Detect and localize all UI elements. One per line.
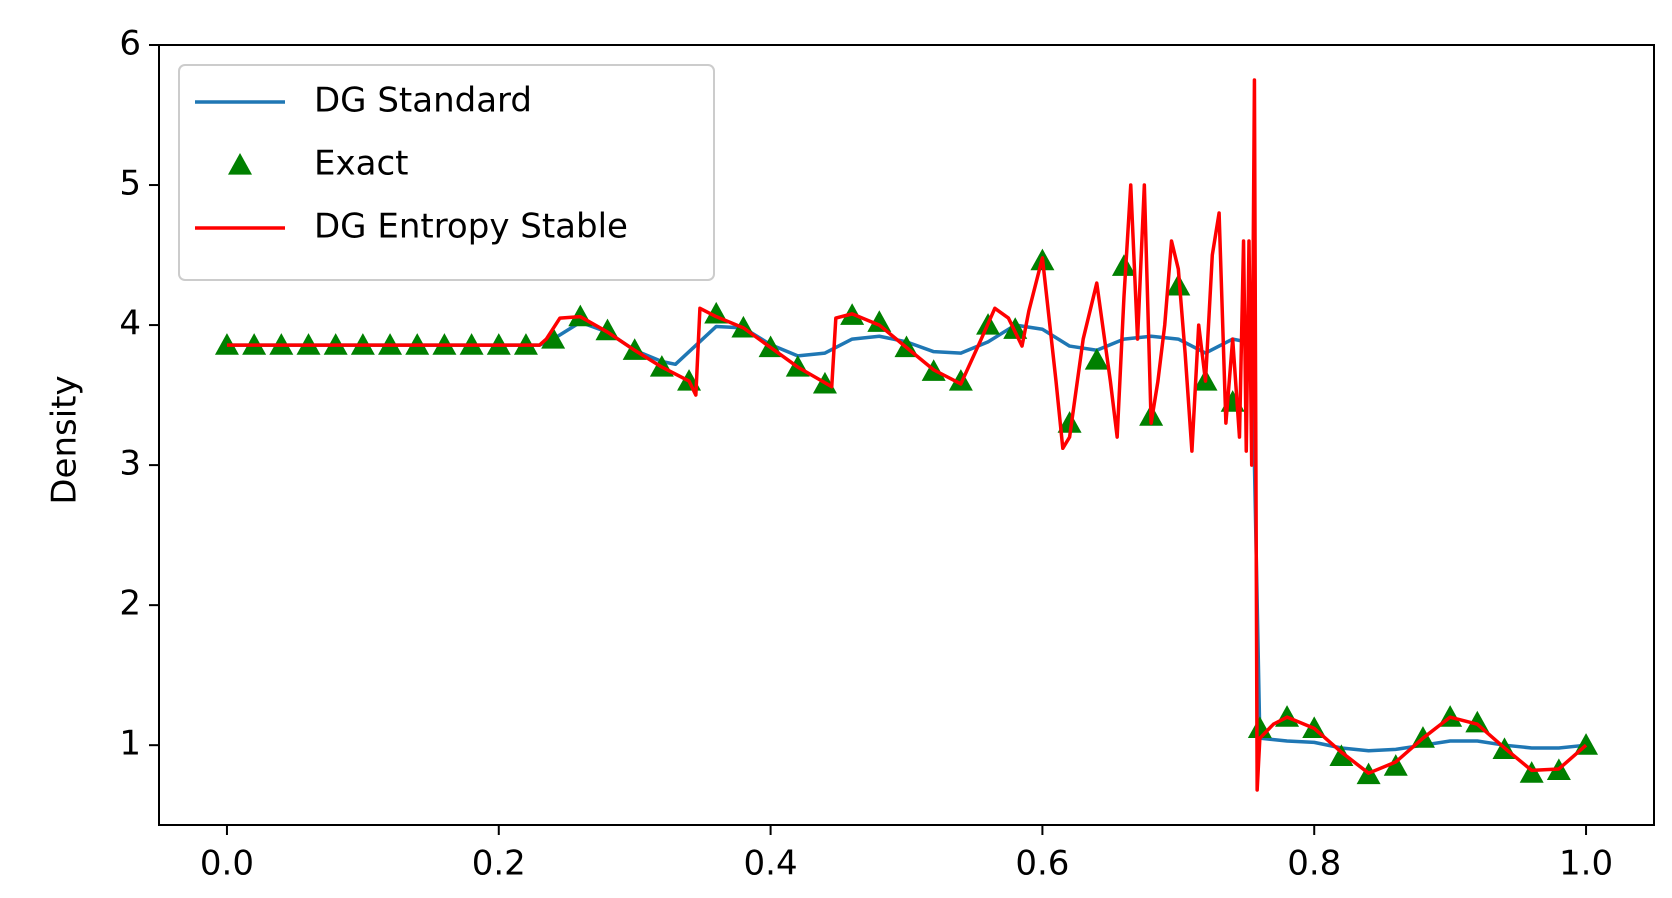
- y-tick-label: 4: [119, 304, 141, 344]
- y-tick-label: 5: [119, 164, 141, 204]
- x-tick-label: 1.0: [1559, 844, 1613, 884]
- data-point: [1329, 744, 1354, 766]
- data-point: [541, 327, 566, 349]
- series-line: [226, 320, 1587, 753]
- data-point: [1111, 254, 1136, 276]
- y-axis-label: Density: [45, 375, 85, 504]
- data-point: [1465, 710, 1490, 733]
- legend-label: DG Entropy Stable: [314, 207, 628, 247]
- x-tick-label: 0.4: [744, 844, 798, 884]
- legend-marker: [228, 153, 252, 175]
- y-tick-label: 1: [119, 724, 141, 764]
- data-point: [1057, 411, 1082, 433]
- x-tick-label: 0.8: [1287, 844, 1341, 884]
- legend: DG Standard Exact DG Entropy Stable: [178, 64, 715, 281]
- x-tick-label: 0.2: [472, 844, 526, 884]
- data-point: [1383, 754, 1408, 776]
- y-tick-label: 2: [119, 584, 141, 624]
- legend-frame: [178, 64, 715, 281]
- x-tick-label: 0.0: [200, 844, 254, 884]
- data-point: [867, 310, 892, 332]
- legend-label: DG Standard: [314, 81, 532, 121]
- x-tick-label: 0.6: [1015, 844, 1069, 884]
- legend-label: Exact: [314, 144, 408, 184]
- plot-frame: [158, 44, 1655, 826]
- y-tick-label: 6: [119, 24, 141, 64]
- y-tick-label: 3: [119, 444, 141, 484]
- data-point: [1084, 348, 1109, 370]
- series-line: [226, 78, 1588, 792]
